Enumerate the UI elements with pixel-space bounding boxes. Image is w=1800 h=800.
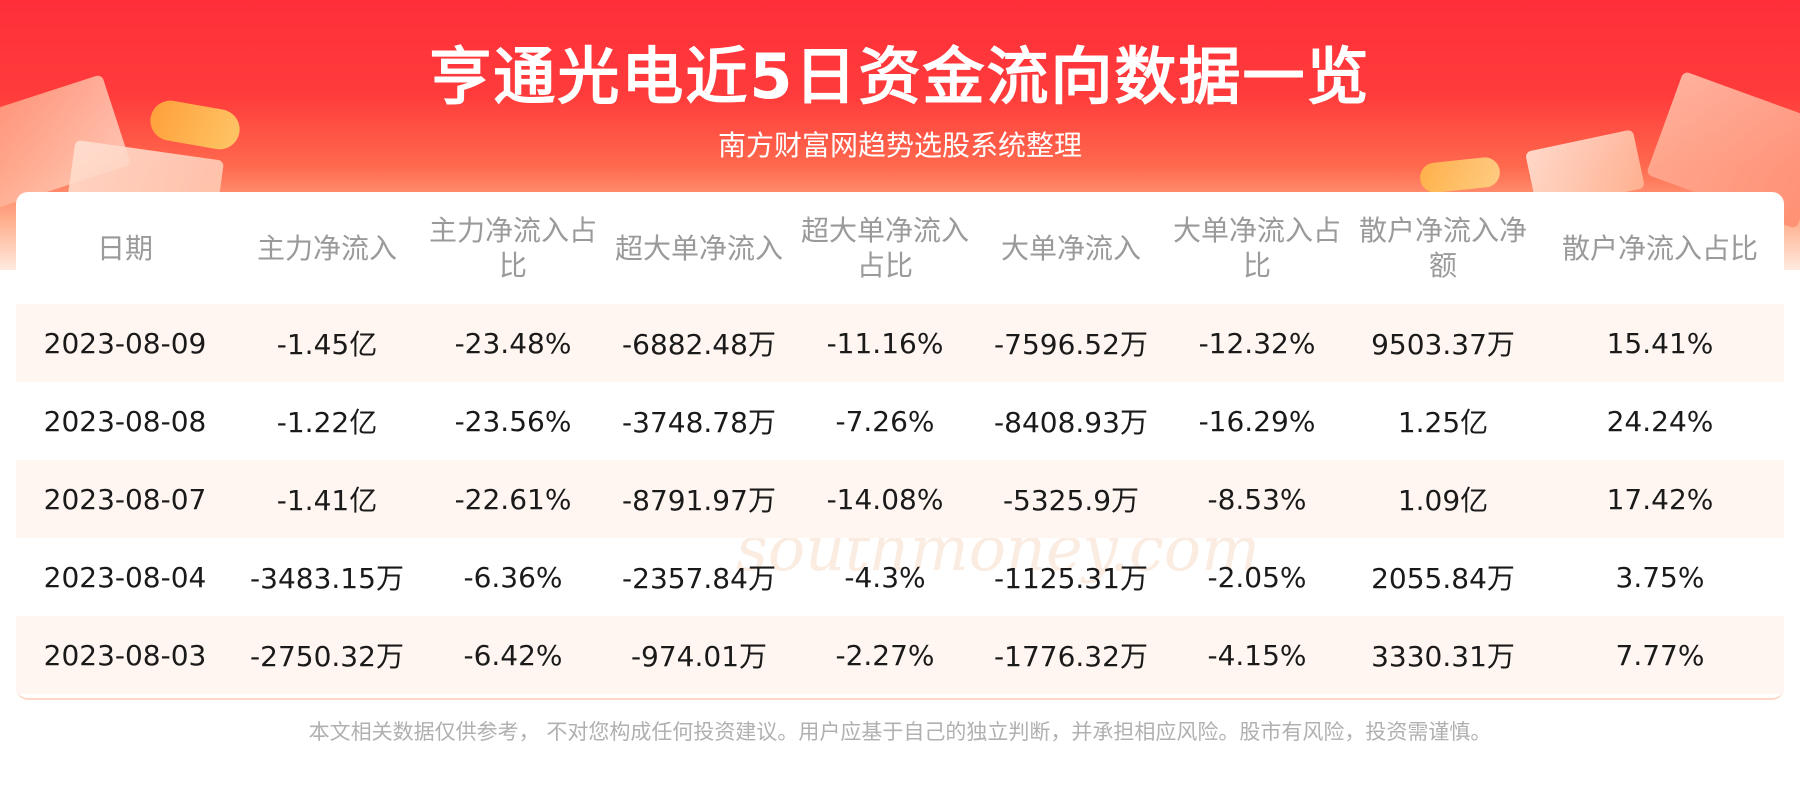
table-cell: -8791.97万 (606, 460, 792, 538)
table-cell: -8.53% (1164, 460, 1350, 538)
table-cell: -6882.48万 (606, 304, 792, 382)
table-cell: 1.09亿 (1350, 460, 1536, 538)
table-cell: 2023-08-08 (43, 404, 207, 438)
table-cell: 2023-08-03 (16, 616, 234, 694)
table-cell: -3483.15万 (250, 562, 404, 595)
table-row: 2023-08-07 -1.41亿 -22.61% -8791.97万 -14.… (16, 460, 1784, 538)
table-cell: -23.48% (420, 304, 606, 382)
disclaimer-text: 本文相关数据仅供参考， 不对您构成任何投资建议。用户应基于自己的独立判断，并承担… (308, 720, 1492, 744)
data-card: 南方财富网 southmoney.com 日期 主力净流入 主力净流入占比 超大… (16, 192, 1784, 700)
table-cell: -4.3% (844, 560, 926, 594)
table-cell: -6.42% (420, 616, 606, 694)
table-row: 2023-08-08 -1.22亿 -23.56% -3748.78万 -7.2… (16, 382, 1784, 460)
table-cell: -2.05% (1207, 560, 1307, 594)
table-cell: 7.77% (1536, 616, 1784, 694)
table-cell: 3330.31万 (1350, 616, 1536, 694)
table-cell: 2023-08-04 (43, 560, 207, 594)
column-header: 超大单净流入占比 (800, 214, 969, 282)
table-cell: -5325.9万 (978, 460, 1164, 538)
table-row: 2023-08-03 -2750.32万 -6.42% -974.01万 -2.… (16, 616, 1784, 694)
table-cell: -7596.52万 (978, 304, 1164, 382)
table-cell: -8408.93万 (994, 406, 1148, 439)
column-header: 日期 (96, 231, 153, 265)
table-cell: -2.27% (792, 616, 978, 694)
column-header: 超大单净流入 (614, 231, 783, 265)
table-cell: -1125.31万 (994, 562, 1148, 595)
table-cell: -11.16% (792, 304, 978, 382)
table-cell: 3.75% (1615, 560, 1705, 594)
table-cell: 2023-08-07 (16, 460, 234, 538)
table-cell: -2750.32万 (234, 616, 420, 694)
table-cell: 9503.37万 (1350, 304, 1536, 382)
column-header: 散户净流入占比 (1561, 231, 1758, 265)
table-row: 2023-08-09 -1.45亿 -23.48% -6882.48万 -11.… (16, 304, 1784, 382)
table-cell: -7.26% (835, 404, 935, 438)
table-cell: -14.08% (792, 460, 978, 538)
table-cell: -23.56% (454, 404, 572, 438)
fund-flow-table: 日期 主力净流入 主力净流入占比 超大单净流入 超大单净流入占比 大单净流入 大… (16, 192, 1784, 694)
table-cell: -2357.84万 (622, 562, 776, 595)
table-cell: -16.29% (1198, 404, 1316, 438)
table-cell: -22.61% (420, 460, 606, 538)
table-cell: -1.41亿 (234, 460, 420, 538)
table-cell: -1776.32万 (978, 616, 1164, 694)
table-cell: -3748.78万 (622, 406, 776, 439)
table-row: 2023-08-04 -3483.15万 -6.36% -2357.84万 -4… (16, 538, 1784, 616)
page-title: 亨通光电近5日资金流向数据一览 (429, 40, 1371, 113)
table-cell: 17.42% (1536, 460, 1784, 538)
column-header: 大单净流入占比 (1172, 214, 1341, 282)
table-cell: -12.32% (1164, 304, 1350, 382)
column-header: 散户净流入净额 (1358, 214, 1527, 282)
table-cell: 2023-08-09 (16, 304, 234, 382)
table-cell: 15.41% (1536, 304, 1784, 382)
table-cell: -1.45亿 (234, 304, 420, 382)
column-header: 大单净流入 (1000, 231, 1141, 265)
table-cell: -6.36% (463, 560, 563, 594)
page-subtitle: 南方财富网趋势选股系统整理 (717, 129, 1082, 162)
table-cell: -4.15% (1164, 616, 1350, 694)
column-header: 主力净流入 (256, 231, 397, 265)
table-cell: -974.01万 (606, 616, 792, 694)
column-header: 主力净流入占比 (428, 214, 597, 282)
table-cell: 24.24% (1606, 404, 1714, 438)
table-cell: 2055.84万 (1371, 562, 1515, 595)
table-header-row: 日期 主力净流入 主力净流入占比 超大单净流入 超大单净流入占比 大单净流入 大… (16, 192, 1784, 304)
table-cell: -1.22亿 (276, 406, 378, 439)
table-cell: 1.25亿 (1397, 406, 1489, 439)
